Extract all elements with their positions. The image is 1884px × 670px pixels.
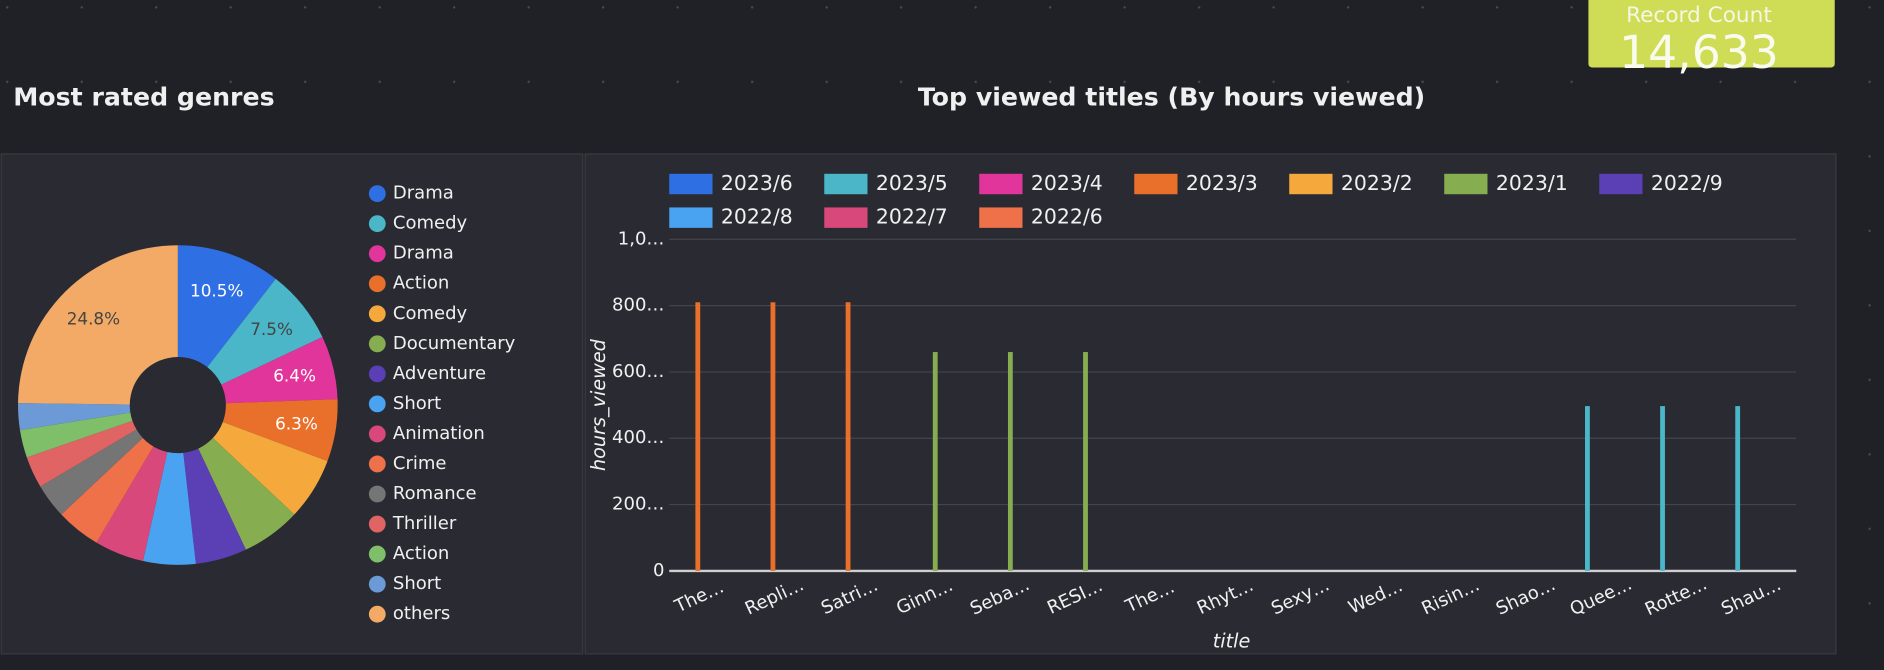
legend-swatch	[979, 173, 1023, 195]
legend-label: Drama	[393, 183, 454, 204]
legend-label: 2023/1	[1496, 171, 1568, 195]
pie-slice	[18, 403, 131, 431]
legend-label: Comedy	[393, 213, 468, 234]
legend-label: Adventure	[393, 363, 486, 384]
legend-swatch	[368, 305, 386, 323]
legend-swatch	[1599, 173, 1643, 195]
legend-swatch	[368, 335, 386, 353]
legend-swatch	[368, 515, 386, 533]
legend-label: Documentary	[393, 333, 516, 354]
legend-swatch	[368, 455, 386, 473]
pie-slice	[183, 448, 246, 564]
y-tick-label: 800…	[612, 295, 664, 316]
y-tick-label: 0	[653, 560, 664, 581]
pie-slice	[222, 399, 338, 462]
slice-label: 24.8%	[67, 309, 120, 329]
legend-swatch	[669, 207, 713, 228]
pie-slice	[61, 437, 154, 543]
legend-label: Crime	[393, 453, 447, 474]
legend-swatch	[368, 245, 386, 263]
legend-label: Comedy	[393, 303, 468, 324]
bar	[845, 302, 851, 571]
legend-label: 2023/2	[1341, 171, 1413, 195]
slice-label: 10.5%	[190, 280, 243, 300]
y-tick-label: 200…	[612, 494, 664, 515]
pie-slice	[26, 420, 137, 487]
legend-label: Animation	[393, 423, 485, 444]
bar	[932, 352, 938, 571]
legend-label: Romance	[393, 483, 477, 504]
legend-label: 2023/5	[876, 171, 948, 195]
legend-label: 2023/6	[721, 171, 793, 195]
legend-swatch	[368, 425, 386, 443]
scorecard-label: Record Count	[1626, 3, 1772, 28]
legend-label: 2022/8	[721, 205, 793, 229]
pie-slice	[221, 337, 338, 404]
legend-label: Short	[393, 393, 441, 414]
pie-slice	[40, 429, 143, 515]
legend-swatch	[824, 173, 868, 195]
bar	[1660, 406, 1665, 571]
legend-swatch	[669, 173, 713, 195]
legend-swatch	[368, 545, 386, 563]
legend-swatch	[824, 207, 868, 228]
bar	[1735, 406, 1741, 571]
legend-swatch	[368, 365, 386, 383]
legend-swatch	[1444, 173, 1488, 195]
legend-swatch	[368, 185, 386, 203]
bar-title: Top viewed titles (By hours viewed)	[918, 83, 1425, 112]
legend-swatch	[1134, 173, 1178, 195]
y-axis-label: hours_viewed	[587, 338, 610, 471]
x-axis-label: title	[1213, 629, 1251, 652]
slice-label: 6.3%	[275, 413, 318, 433]
y-tick-label: 600…	[612, 361, 664, 382]
legend-swatch	[368, 395, 386, 413]
y-tick-label: 1,0…	[618, 228, 665, 249]
legend-label: 2023/3	[1186, 171, 1258, 195]
legend-label: others	[393, 603, 450, 624]
pie-slice	[207, 278, 323, 385]
legend-label: 2022/6	[1031, 205, 1103, 229]
legend-label: Thriller	[392, 513, 457, 534]
pie-slice	[142, 451, 196, 565]
scorecard-value: 14,633	[1619, 26, 1779, 79]
legend-label: Short	[393, 573, 441, 594]
legend-label: 2023/4	[1031, 171, 1103, 195]
pie-slice	[198, 437, 295, 550]
legend-swatch	[368, 575, 386, 593]
bar	[1585, 406, 1590, 571]
bar	[1007, 352, 1013, 571]
legend-swatch	[1289, 173, 1333, 195]
legend-label: 2022/7	[876, 205, 948, 229]
pie-slice	[96, 446, 168, 562]
bar	[695, 302, 701, 571]
slice-label: 6.4%	[273, 366, 316, 386]
legend-swatch	[979, 207, 1023, 228]
pie-slice	[18, 245, 178, 405]
legend-swatch	[368, 485, 386, 503]
scorecard	[1588, 0, 1835, 68]
legend-swatch	[368, 275, 386, 293]
pie-slice	[212, 421, 328, 515]
pie-slice	[19, 412, 133, 458]
legend-label: Action	[393, 273, 449, 294]
pie-title: Most rated genres	[13, 83, 274, 112]
pie-slice	[177, 245, 276, 368]
legend-swatch	[368, 215, 386, 233]
legend-label: Action	[393, 543, 449, 564]
legend-label: Drama	[393, 243, 454, 264]
bar	[770, 302, 776, 571]
slice-label: 7.5%	[250, 319, 293, 339]
legend-label: 2022/9	[1651, 171, 1723, 195]
y-tick-label: 400…	[612, 427, 664, 448]
bar	[1083, 352, 1088, 571]
legend-swatch	[368, 605, 386, 623]
